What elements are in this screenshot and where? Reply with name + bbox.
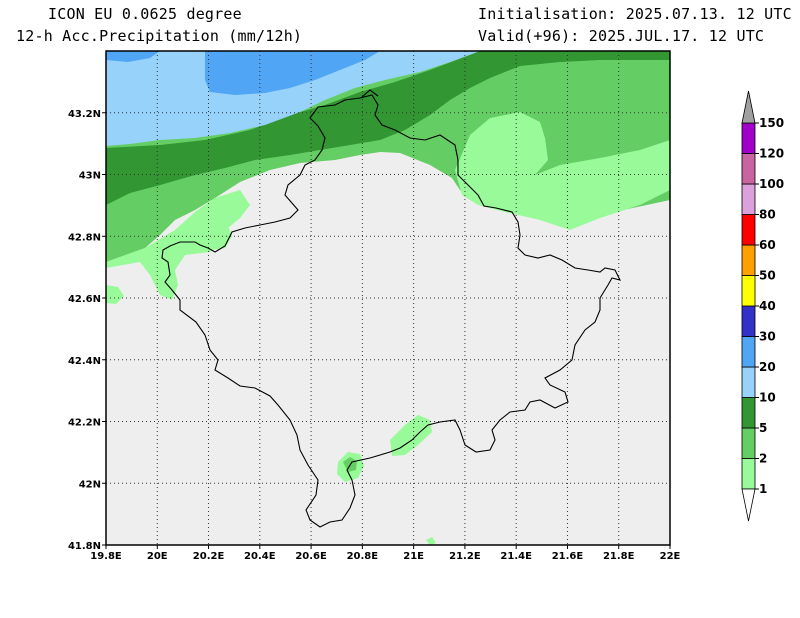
lon-tick-labels: 19.8E 20E 20.2E 20.4E 20.6E 20.8E 21E 21.2E 21.4… [90,545,681,562]
colorbar-swatch [741,366,756,398]
colorbar-label: 2 [759,452,767,466]
colorbar-label: 50 [759,269,776,283]
valid-time: Valid(+96): 2025.JUL.17. 12 UTC [478,27,765,45]
kosovo-border [161,94,622,528]
lon-tick-label: 20.8E [347,551,379,562]
precip-20-30mm [205,51,380,95]
colorbar-label: 5 [759,421,767,435]
colorbar-label: 40 [759,299,776,313]
colorbar-label: 1 [759,482,767,496]
lon-tick-label: 20.4E [244,551,276,562]
precip-1-2mm-west [106,190,250,300]
border-fragment-north [361,89,379,98]
lat-tick-label: 42.2N [68,418,101,429]
colorbar: 1 2 5 10 20 30 40 50 60 80 100 120 150 [741,90,784,522]
colorbar-under-arrow [741,488,756,522]
colorbar-swatch [741,214,756,246]
colorbar-over-arrow [741,90,756,124]
colorbar-label: 10 [759,391,776,405]
lon-tick-label: 21.8E [603,551,635,562]
lon-tick-label: 21.4E [500,551,532,562]
precip-1-2mm [455,112,670,230]
lat-tick-label: 41.8N [68,541,101,552]
model-title: ICON EU 0.0625 degree [48,5,242,23]
lon-tick-label: 21.6E [552,551,584,562]
lon-tick-label: 20.6E [295,551,327,562]
precip-patch-south1 [390,415,432,456]
lat-tick-label: 43N [79,171,101,182]
precip-20-30mm-corner [106,51,160,62]
lat-tick-label: 42.4N [68,356,101,367]
colorbar-swatch [741,397,756,429]
lat-tick-label: 42N [79,479,101,490]
precip-5-10mm [106,51,670,205]
colorbar-swatch [741,275,756,307]
colorbar-label: 150 [759,116,784,130]
lon-tick-label: 20E [147,551,168,562]
colorbar-label: 120 [759,147,784,161]
lon-tick-label: 19.8E [90,551,122,562]
colorbar-swatch [741,183,756,215]
init-time: Initialisation: 2025.07.13. 12 UTC [478,5,792,23]
colorbar-label: 30 [759,330,776,344]
lon-tick-label: 21E [403,551,424,562]
colorbar-swatch [741,336,756,368]
precip-10-20mm [106,51,480,146]
colorbar-label: 60 [759,238,776,252]
colorbar-swatch [741,458,756,490]
colorbar-label: 100 [759,177,784,191]
precip-patch-b [106,285,124,304]
variable-title: 12-h Acc.Precipitation (mm/12h) [16,27,303,45]
colorbar-swatch [741,153,756,185]
lon-tick-label: 20.2E [193,551,225,562]
colorbar-swatch [741,305,756,337]
colorbar-swatch [741,427,756,459]
lat-tick-label: 42.8N [68,232,101,243]
precip-fields [106,51,670,545]
lat-tick-label: 42.6N [68,294,101,305]
lat-tick-labels: 41.8N 42N 42.2N 42.4N 42.6N 42.8N 43N 43.2N [68,109,106,552]
colorbar-label: 20 [759,360,776,374]
colorbar-label: 80 [759,208,776,222]
colorbar-swatch [741,244,756,276]
colorbar-swatch [741,122,756,154]
lon-tick-label: 21.2E [449,551,481,562]
lat-tick-label: 43.2N [68,109,101,120]
precip-patch-south3 [426,537,436,545]
lon-tick-label: 22E [660,551,681,562]
